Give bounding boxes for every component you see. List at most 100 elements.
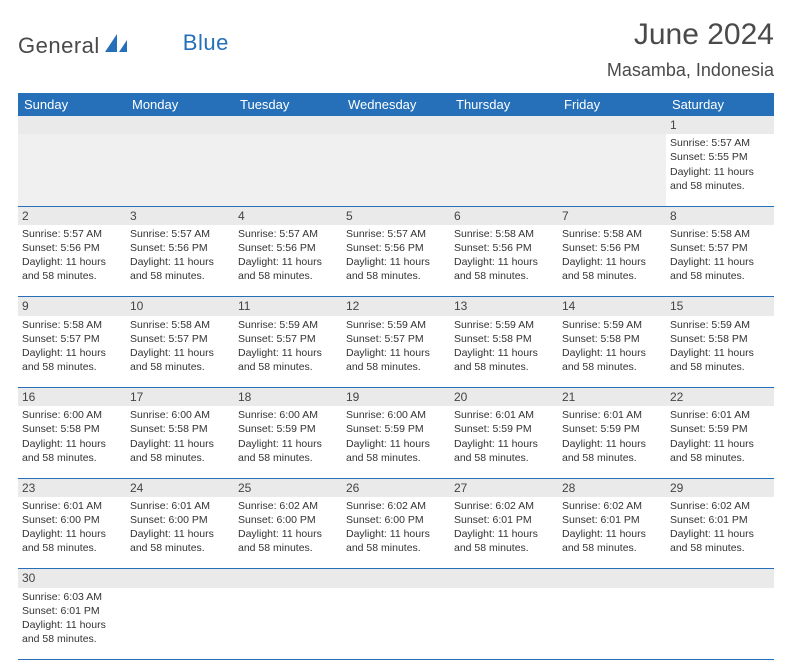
day-number-cell: 30 [18,569,126,588]
sunset-line: Sunset: 5:58 PM [454,332,554,346]
sunrise-line: Sunrise: 6:01 AM [130,499,230,513]
day-number-cell: 16 [18,388,126,407]
sunrise-line: Sunrise: 5:57 AM [346,227,446,241]
sunset-line: Sunset: 6:00 PM [238,513,338,527]
day-cell: Sunrise: 6:02 AMSunset: 6:01 PMDaylight:… [450,497,558,569]
day-cell [450,134,558,206]
day-number-cell: 22 [666,388,774,407]
week-row: Sunrise: 6:00 AMSunset: 5:58 PMDaylight:… [18,406,774,478]
day-cell: Sunrise: 6:01 AMSunset: 6:00 PMDaylight:… [126,497,234,569]
daylight-line: Daylight: 11 hours and 58 minutes. [130,255,230,283]
logo-text-general: General [18,33,100,59]
sunrise-line: Sunrise: 5:58 AM [454,227,554,241]
day-cell [342,588,450,660]
day-number-cell: 17 [126,388,234,407]
day-number-cell [558,569,666,588]
day-cell [558,588,666,660]
day-number-cell [234,569,342,588]
day-cell: Sunrise: 5:57 AMSunset: 5:56 PMDaylight:… [234,225,342,297]
sunrise-line: Sunrise: 5:57 AM [670,136,770,150]
day-number-cell: 3 [126,206,234,225]
sunrise-line: Sunrise: 6:03 AM [22,590,122,604]
day-cell: Sunrise: 6:02 AMSunset: 6:01 PMDaylight:… [666,497,774,569]
sunrise-line: Sunrise: 6:01 AM [22,499,122,513]
sunrise-line: Sunrise: 5:59 AM [454,318,554,332]
daylight-line: Daylight: 11 hours and 58 minutes. [670,165,770,193]
day-cell [126,588,234,660]
sunset-line: Sunset: 5:56 PM [238,241,338,255]
daylight-line: Daylight: 11 hours and 58 minutes. [454,255,554,283]
sunrise-line: Sunrise: 6:00 AM [238,408,338,422]
day-number-cell [126,116,234,134]
day-number-cell: 23 [18,478,126,497]
weekday-header: Saturday [666,93,774,116]
day-number-cell [342,569,450,588]
daynum-row: 2345678 [18,206,774,225]
sunset-line: Sunset: 5:58 PM [670,332,770,346]
day-cell: Sunrise: 5:58 AMSunset: 5:57 PMDaylight:… [18,316,126,388]
day-number-cell: 28 [558,478,666,497]
sunset-line: Sunset: 6:00 PM [130,513,230,527]
sunset-line: Sunset: 6:01 PM [454,513,554,527]
sunrise-line: Sunrise: 6:02 AM [670,499,770,513]
daylight-line: Daylight: 11 hours and 58 minutes. [562,527,662,555]
sunset-line: Sunset: 5:56 PM [346,241,446,255]
sunrise-line: Sunrise: 5:59 AM [562,318,662,332]
sunrise-line: Sunrise: 6:01 AM [562,408,662,422]
sunrise-line: Sunrise: 5:58 AM [22,318,122,332]
daylight-line: Daylight: 11 hours and 58 minutes. [130,437,230,465]
week-row: Sunrise: 5:57 AMSunset: 5:55 PMDaylight:… [18,134,774,206]
sunrise-line: Sunrise: 5:59 AM [670,318,770,332]
daylight-line: Daylight: 11 hours and 58 minutes. [562,346,662,374]
week-row: Sunrise: 6:01 AMSunset: 6:00 PMDaylight:… [18,497,774,569]
day-number-cell: 10 [126,297,234,316]
day-number-cell: 9 [18,297,126,316]
day-number-cell: 11 [234,297,342,316]
day-cell: Sunrise: 5:58 AMSunset: 5:56 PMDaylight:… [450,225,558,297]
day-number-cell: 26 [342,478,450,497]
weekday-header: Monday [126,93,234,116]
daylight-line: Daylight: 11 hours and 58 minutes. [22,527,122,555]
daylight-line: Daylight: 11 hours and 58 minutes. [562,255,662,283]
day-number-cell [18,116,126,134]
week-row: Sunrise: 6:03 AMSunset: 6:01 PMDaylight:… [18,588,774,660]
sunset-line: Sunset: 6:00 PM [22,513,122,527]
day-cell: Sunrise: 6:02 AMSunset: 6:01 PMDaylight:… [558,497,666,569]
sunrise-line: Sunrise: 6:00 AM [22,408,122,422]
day-number-cell: 18 [234,388,342,407]
sunset-line: Sunset: 5:57 PM [130,332,230,346]
daylight-line: Daylight: 11 hours and 58 minutes. [238,527,338,555]
day-number-cell: 24 [126,478,234,497]
sunrise-line: Sunrise: 5:58 AM [670,227,770,241]
day-cell: Sunrise: 6:00 AMSunset: 5:59 PMDaylight:… [342,406,450,478]
sunset-line: Sunset: 6:01 PM [562,513,662,527]
day-cell: Sunrise: 6:00 AMSunset: 5:58 PMDaylight:… [126,406,234,478]
daylight-line: Daylight: 11 hours and 58 minutes. [454,346,554,374]
day-cell: Sunrise: 5:59 AMSunset: 5:57 PMDaylight:… [234,316,342,388]
day-number-cell [450,116,558,134]
daylight-line: Daylight: 11 hours and 58 minutes. [22,618,122,646]
sunrise-line: Sunrise: 6:01 AM [670,408,770,422]
sunset-line: Sunset: 6:00 PM [346,513,446,527]
sunrise-line: Sunrise: 5:57 AM [130,227,230,241]
day-cell: Sunrise: 6:00 AMSunset: 5:58 PMDaylight:… [18,406,126,478]
weekday-header: Wednesday [342,93,450,116]
day-number-cell: 29 [666,478,774,497]
logo: General Blue [18,18,229,59]
day-cell [126,134,234,206]
sunrise-line: Sunrise: 6:02 AM [238,499,338,513]
location-label: Masamba, Indonesia [607,60,774,81]
sunset-line: Sunset: 5:59 PM [346,422,446,436]
sunset-line: Sunset: 5:57 PM [346,332,446,346]
sunrise-line: Sunrise: 5:59 AM [346,318,446,332]
day-number-cell [558,116,666,134]
title-block: June 2024 Masamba, Indonesia [607,18,774,81]
sunrise-line: Sunrise: 6:00 AM [130,408,230,422]
daylight-line: Daylight: 11 hours and 58 minutes. [346,527,446,555]
sunset-line: Sunset: 5:56 PM [22,241,122,255]
day-number-cell [234,116,342,134]
day-cell: Sunrise: 6:02 AMSunset: 6:00 PMDaylight:… [234,497,342,569]
sunrise-line: Sunrise: 5:58 AM [130,318,230,332]
day-cell: Sunrise: 5:59 AMSunset: 5:58 PMDaylight:… [666,316,774,388]
day-number-cell: 21 [558,388,666,407]
